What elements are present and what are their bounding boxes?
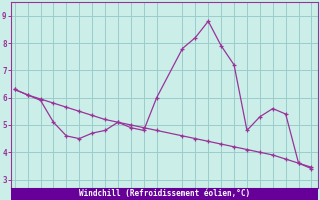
Text: Windchill (Refroidissement éolien,°C): Windchill (Refroidissement éolien,°C): [79, 189, 250, 198]
